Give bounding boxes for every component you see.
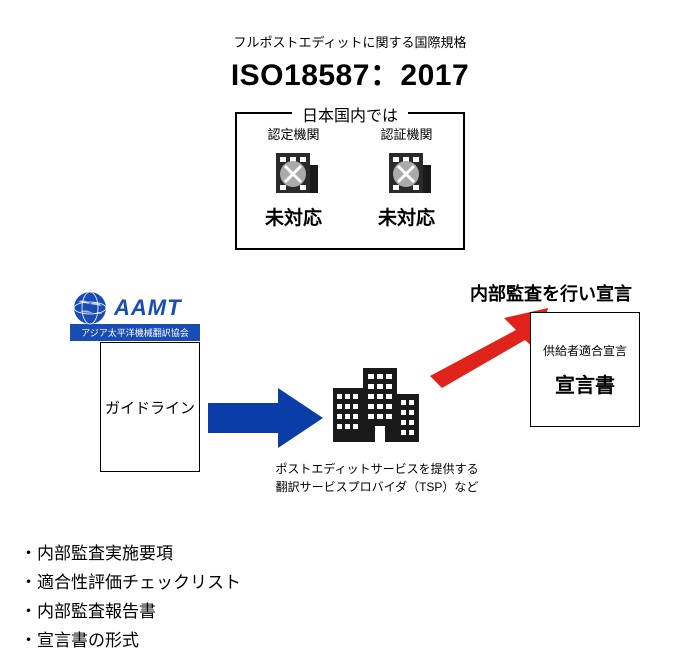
japan-cell-0-status: 未対応 [243, 203, 344, 230]
building-cross-icon [379, 147, 435, 199]
bullet-item: ・内部監査報告書 [20, 598, 241, 627]
japan-cell-1-status: 未対応 [356, 203, 457, 230]
bullet-item: ・内部監査実施要項 [20, 540, 241, 569]
bullet-list: ・内部監査実施要項 ・適合性評価チェックリスト ・内部監査報告書 ・宣言書の形式 [20, 540, 241, 656]
aamt-band: アジア太平洋機械翻訳協会 [70, 324, 200, 341]
declaration-sub: 供給者適合宣言 [543, 342, 627, 359]
japan-cell-1-label: 認証機関 [356, 124, 457, 143]
header-title: ISO18587：2017 [0, 50, 700, 94]
bullet-item: ・宣言書の形式 [20, 627, 241, 656]
bullet-item: ・適合性評価チェックリスト [20, 569, 241, 598]
declaration-main: 宣言書 [555, 369, 615, 398]
building-caption-line2: 翻訳サービスプロバイダ（TSP）など [276, 480, 479, 494]
building-caption-line1: ポストエディットサービスを提供する [275, 462, 478, 476]
declaration-heading: 内部監査を行い宣言 [470, 280, 632, 306]
declaration-document: 供給者適合宣言 宣言書 [530, 312, 640, 427]
blue-arrow-icon [208, 388, 323, 448]
aamt-logo: AAMT アジア太平洋機械翻訳協会 [70, 290, 200, 341]
japan-legend: 日本国内では [292, 102, 408, 126]
guideline-title: ガイドライン [105, 397, 195, 418]
japan-cell-1: 認証機関 未対応 [350, 114, 463, 248]
office-buildings-icon [325, 360, 425, 445]
guideline-document: ガイドライン [100, 342, 200, 472]
globe-icon [70, 290, 110, 326]
building-caption: ポストエディットサービスを提供する 翻訳サービスプロバイダ（TSP）など [252, 460, 502, 496]
japan-cell-0-label: 認定機関 [243, 124, 344, 143]
japan-group-box: 日本国内では 認定機関 未対応 認証機関 [235, 112, 465, 250]
building-cross-icon [266, 147, 322, 199]
japan-cell-0: 認定機関 未対応 [237, 114, 350, 248]
header-subtitle: フルポストエディットに関する国際規格 [0, 32, 700, 51]
aamt-name: AAMT [114, 295, 182, 321]
